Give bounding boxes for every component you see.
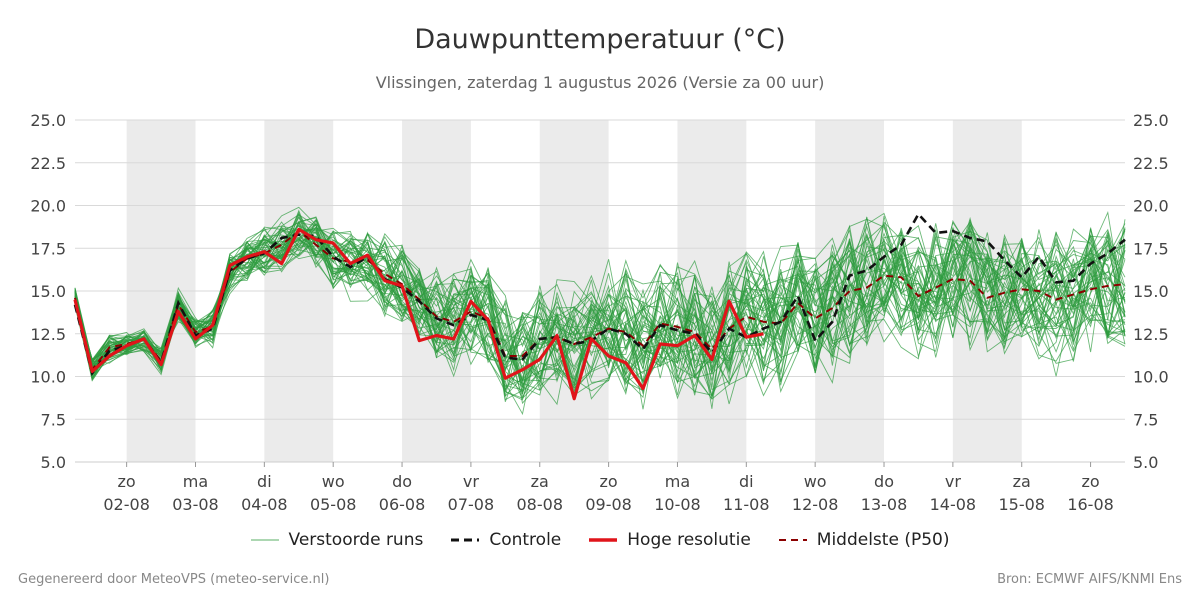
x-tick-date: 08-08 xyxy=(517,495,564,514)
legend-item-median: Middelste (P50) xyxy=(778,530,950,550)
legend-swatch-control xyxy=(451,538,480,542)
ensemble-run-line xyxy=(74,212,1126,416)
x-tick-day: zo xyxy=(1081,472,1099,491)
y-tick-label-right: 7.5 xyxy=(1133,410,1158,429)
x-tick-day: wo xyxy=(804,472,827,491)
ensemble-run-line xyxy=(74,236,1126,406)
footer-source: Bron: ECMWF AIFS/KNMI Ens xyxy=(997,572,1182,587)
x-tick-day: zo xyxy=(600,472,618,491)
x-tick-day: ma xyxy=(183,472,208,491)
ensemble-runs xyxy=(74,206,1126,416)
legend-label-high-res: Hoge resolutie xyxy=(627,530,751,550)
x-tick-day: zo xyxy=(118,472,136,491)
x-tick-day: di xyxy=(739,472,754,491)
y-tick-label-right: 15.0 xyxy=(1133,282,1169,301)
legend-label-median: Middelste (P50) xyxy=(816,530,950,550)
x-tick-date: 14-08 xyxy=(930,495,977,514)
x-tick-date: 06-08 xyxy=(379,495,426,514)
x-tick-date: 09-08 xyxy=(585,495,632,514)
legend-swatch-median xyxy=(778,539,807,541)
footer-generated-by: Gegenereerd door MeteoVPS (meteo-service… xyxy=(18,572,330,587)
y-tick-label-right: 5.0 xyxy=(1133,453,1158,472)
median-line xyxy=(74,229,1126,372)
y-tick-label-left: 25.0 xyxy=(30,111,66,130)
x-tick-day: ma xyxy=(665,472,690,491)
x-tick-day: di xyxy=(257,472,272,491)
chart-legend: Verstoorde runs Controle Hoge resolutie … xyxy=(0,530,1200,550)
chart-title: Dauwpunttemperatuur (°C) xyxy=(414,24,786,55)
x-tick-day: vr xyxy=(463,472,479,491)
y-tick-label-left: 15.0 xyxy=(30,282,66,301)
ensemble-run-line xyxy=(74,211,1126,405)
legend-swatch-ensemble xyxy=(250,539,279,541)
x-tick-date: 13-08 xyxy=(861,495,908,514)
high-res-line xyxy=(73,227,764,401)
ensemble-run-line xyxy=(74,213,1126,389)
x-tick-day: wo xyxy=(322,472,345,491)
y-tick-label-left: 12.5 xyxy=(30,325,66,344)
y-tick-label-right: 22.5 xyxy=(1133,154,1169,173)
x-tick-date: 12-08 xyxy=(792,495,839,514)
y-tick-label-right: 20.0 xyxy=(1133,197,1169,216)
legend-item-control: Controle xyxy=(451,530,561,550)
legend-item-high-res: Hoge resolutie xyxy=(589,530,751,550)
legend-item-ensemble: Verstoorde runs xyxy=(250,530,424,550)
y-tick-label-left: 20.0 xyxy=(30,197,66,216)
main-series xyxy=(73,211,1126,401)
ensemble-run-line xyxy=(74,223,1126,380)
y-axis-right: 5.0 7.5 10.0 12.5 15.0 17.5 20.0 22.5 25.0 xyxy=(1133,111,1169,472)
control-line xyxy=(73,211,1126,377)
x-tick-day: do xyxy=(392,472,412,491)
ensemble-run-line xyxy=(74,224,1126,400)
x-tick-date: 16-08 xyxy=(1067,495,1114,514)
y-axis-left: 5.0 7.5 10.0 12.5 15.0 17.5 20.0 22.5 25.0 xyxy=(30,111,66,472)
x-tick-day: za xyxy=(1013,472,1031,491)
y-tick-label-left: 22.5 xyxy=(30,154,66,173)
legend-label-ensemble: Verstoorde runs xyxy=(288,530,424,550)
x-tick-date: 05-08 xyxy=(310,495,357,514)
legend-label-control: Controle xyxy=(489,530,562,550)
x-tick-day: vr xyxy=(945,472,961,491)
x-axis: zo 02-08 ma 03-08 di 04-08 wo 05-08 do 06-08 vr 07-… xyxy=(103,462,1114,514)
x-tick-date: 03-08 xyxy=(172,495,219,514)
y-tick-label-right: 10.0 xyxy=(1133,368,1169,387)
x-tick-day: do xyxy=(874,472,894,491)
y-tick-label-right: 17.5 xyxy=(1133,239,1169,258)
legend-swatch-high-res xyxy=(589,538,618,542)
x-tick-date: 04-08 xyxy=(241,495,288,514)
x-tick-date: 11-08 xyxy=(723,495,770,514)
x-tick-date: 07-08 xyxy=(448,495,495,514)
y-tick-label-left: 7.5 xyxy=(41,410,66,429)
y-tick-label-left: 17.5 xyxy=(30,239,66,258)
y-tick-label-right: 25.0 xyxy=(1133,111,1169,130)
ensemble-run-line xyxy=(74,214,1126,393)
chart-subtitle: Vlissingen, zaterdag 1 augustus 2026 (Ve… xyxy=(375,73,825,92)
x-tick-date: 15-08 xyxy=(998,495,1045,514)
x-tick-date: 10-08 xyxy=(654,495,701,514)
y-tick-label-left: 10.0 xyxy=(30,368,66,387)
y-tick-label-right: 12.5 xyxy=(1133,325,1169,344)
x-tick-day: za xyxy=(531,472,549,491)
x-tick-date: 02-08 xyxy=(103,495,150,514)
y-tick-label-left: 5.0 xyxy=(41,453,66,472)
